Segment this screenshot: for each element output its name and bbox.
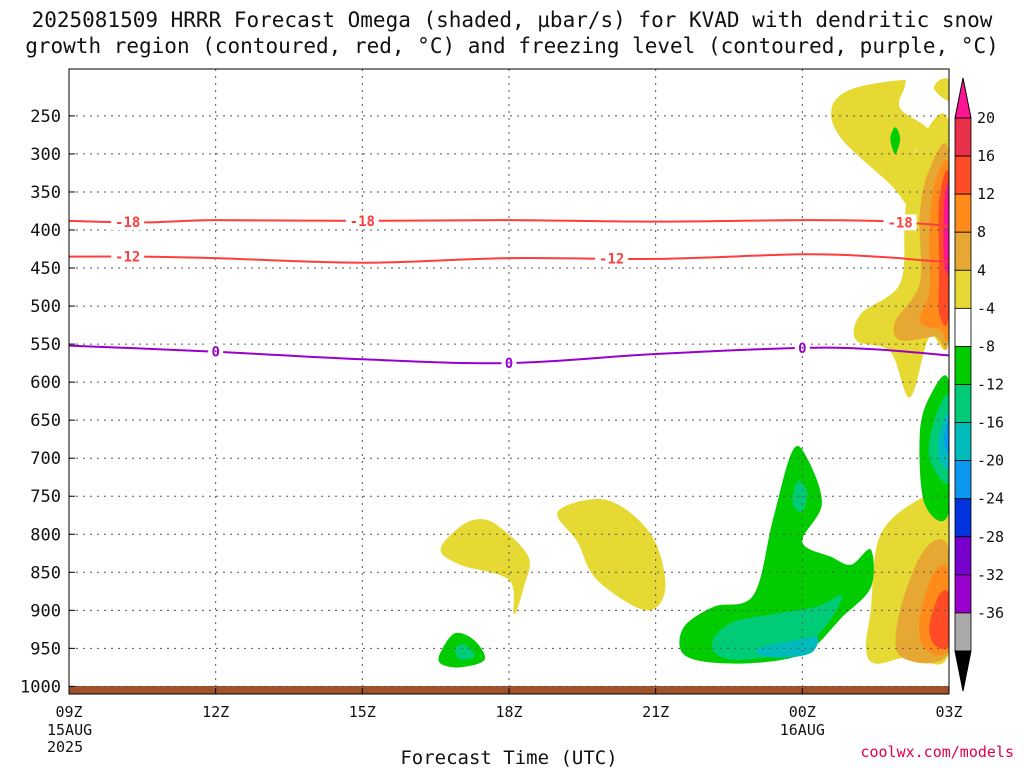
colorbar-label: -20 [977,452,1004,470]
colorbar-label: -32 [977,566,1004,584]
y-tick-label: 450 [30,259,61,279]
colorbar-label: -16 [977,414,1004,432]
y-tick-label: 750 [30,487,61,507]
colorbar-label: 16 [977,147,995,165]
y-tick-label: 1000 [20,677,61,697]
contour-label: -12 [115,250,140,266]
x-tick-label: 15Z [349,703,376,721]
colorbar-label: -36 [977,604,1004,622]
y-tick-label: 400 [30,221,61,241]
contour-label: -12 [599,252,624,268]
omega-shaded-region [934,78,951,101]
contour-label: -18 [887,215,912,231]
colorbar-box [955,308,971,346]
contour-label: 0 [505,356,513,372]
colorbar-bottom-arrow [955,651,971,691]
colorbar-box [955,461,971,499]
colorbar-label: -8 [977,337,995,355]
x-date-label: 2025 [47,738,83,756]
y-tick-label: 900 [30,601,61,621]
contour-label: 0 [798,341,806,357]
colorbar-box [955,346,971,384]
colorbar-box [955,270,971,308]
y-tick-label: 550 [30,335,61,355]
x-tick-label: 21Z [642,703,669,721]
omega-shaded-region [441,519,530,614]
colorbar-box [955,156,971,194]
x-tick-label: 09Z [55,703,82,721]
y-tick-label: 850 [30,563,61,583]
colorbar-box [955,537,971,575]
y-tick-label: 700 [30,449,61,469]
colorbar-label: -4 [977,299,995,317]
y-tick-label: 500 [30,297,61,317]
x-tick-label: 00Z [789,703,816,721]
y-tick-label: 800 [30,525,61,545]
colorbar-box [955,118,971,156]
colorbar-label: 20 [977,109,995,127]
x-date-label: 16AUG [780,721,825,739]
y-tick-label: 350 [30,183,61,203]
contour-label: 0 [211,345,219,361]
y-tick-label: 250 [30,107,61,127]
x-tick-label: 18Z [495,703,522,721]
colorbar-label: -12 [977,376,1004,394]
colorbar-box [955,613,971,651]
y-tick-label: 600 [30,373,61,393]
x-axis-label: Forecast Time (UTC) [400,747,617,768]
y-tick-label: 950 [30,639,61,659]
colorbar-box [955,385,971,423]
colorbar-label: 4 [977,261,986,279]
y-tick-label: 300 [30,145,61,165]
y-tick-label: 650 [30,411,61,431]
chart-page: 2025081509 HRRR Forecast Omega (shaded, … [0,0,1024,768]
contour-label: -18 [115,215,140,231]
colorbar-label: -28 [977,528,1004,546]
x-date-label: 15AUG [47,721,92,739]
colorbar-box [955,575,971,613]
colorbar-label: 12 [977,185,995,203]
colorbar-box [955,499,971,537]
x-tick-label: 03Z [935,703,962,721]
colorbar-top-arrow [955,78,971,118]
colorbar-label: 8 [977,223,986,241]
colorbar-box [955,194,971,232]
credit-link[interactable]: coolwx.com/models [860,743,1014,761]
omega-shaded-region [557,499,665,610]
contour-line [69,254,949,262]
cross-section-chart: -18 -18 -18 -12 -12 0 0 0 250 300 350 400 450 500 550… [0,0,1024,768]
colorbar-box [955,423,971,461]
x-tick-label: 12Z [202,703,229,721]
colorbar-label: -24 [977,490,1004,508]
contour-label: -18 [350,214,375,230]
colorbar-box [955,232,971,270]
